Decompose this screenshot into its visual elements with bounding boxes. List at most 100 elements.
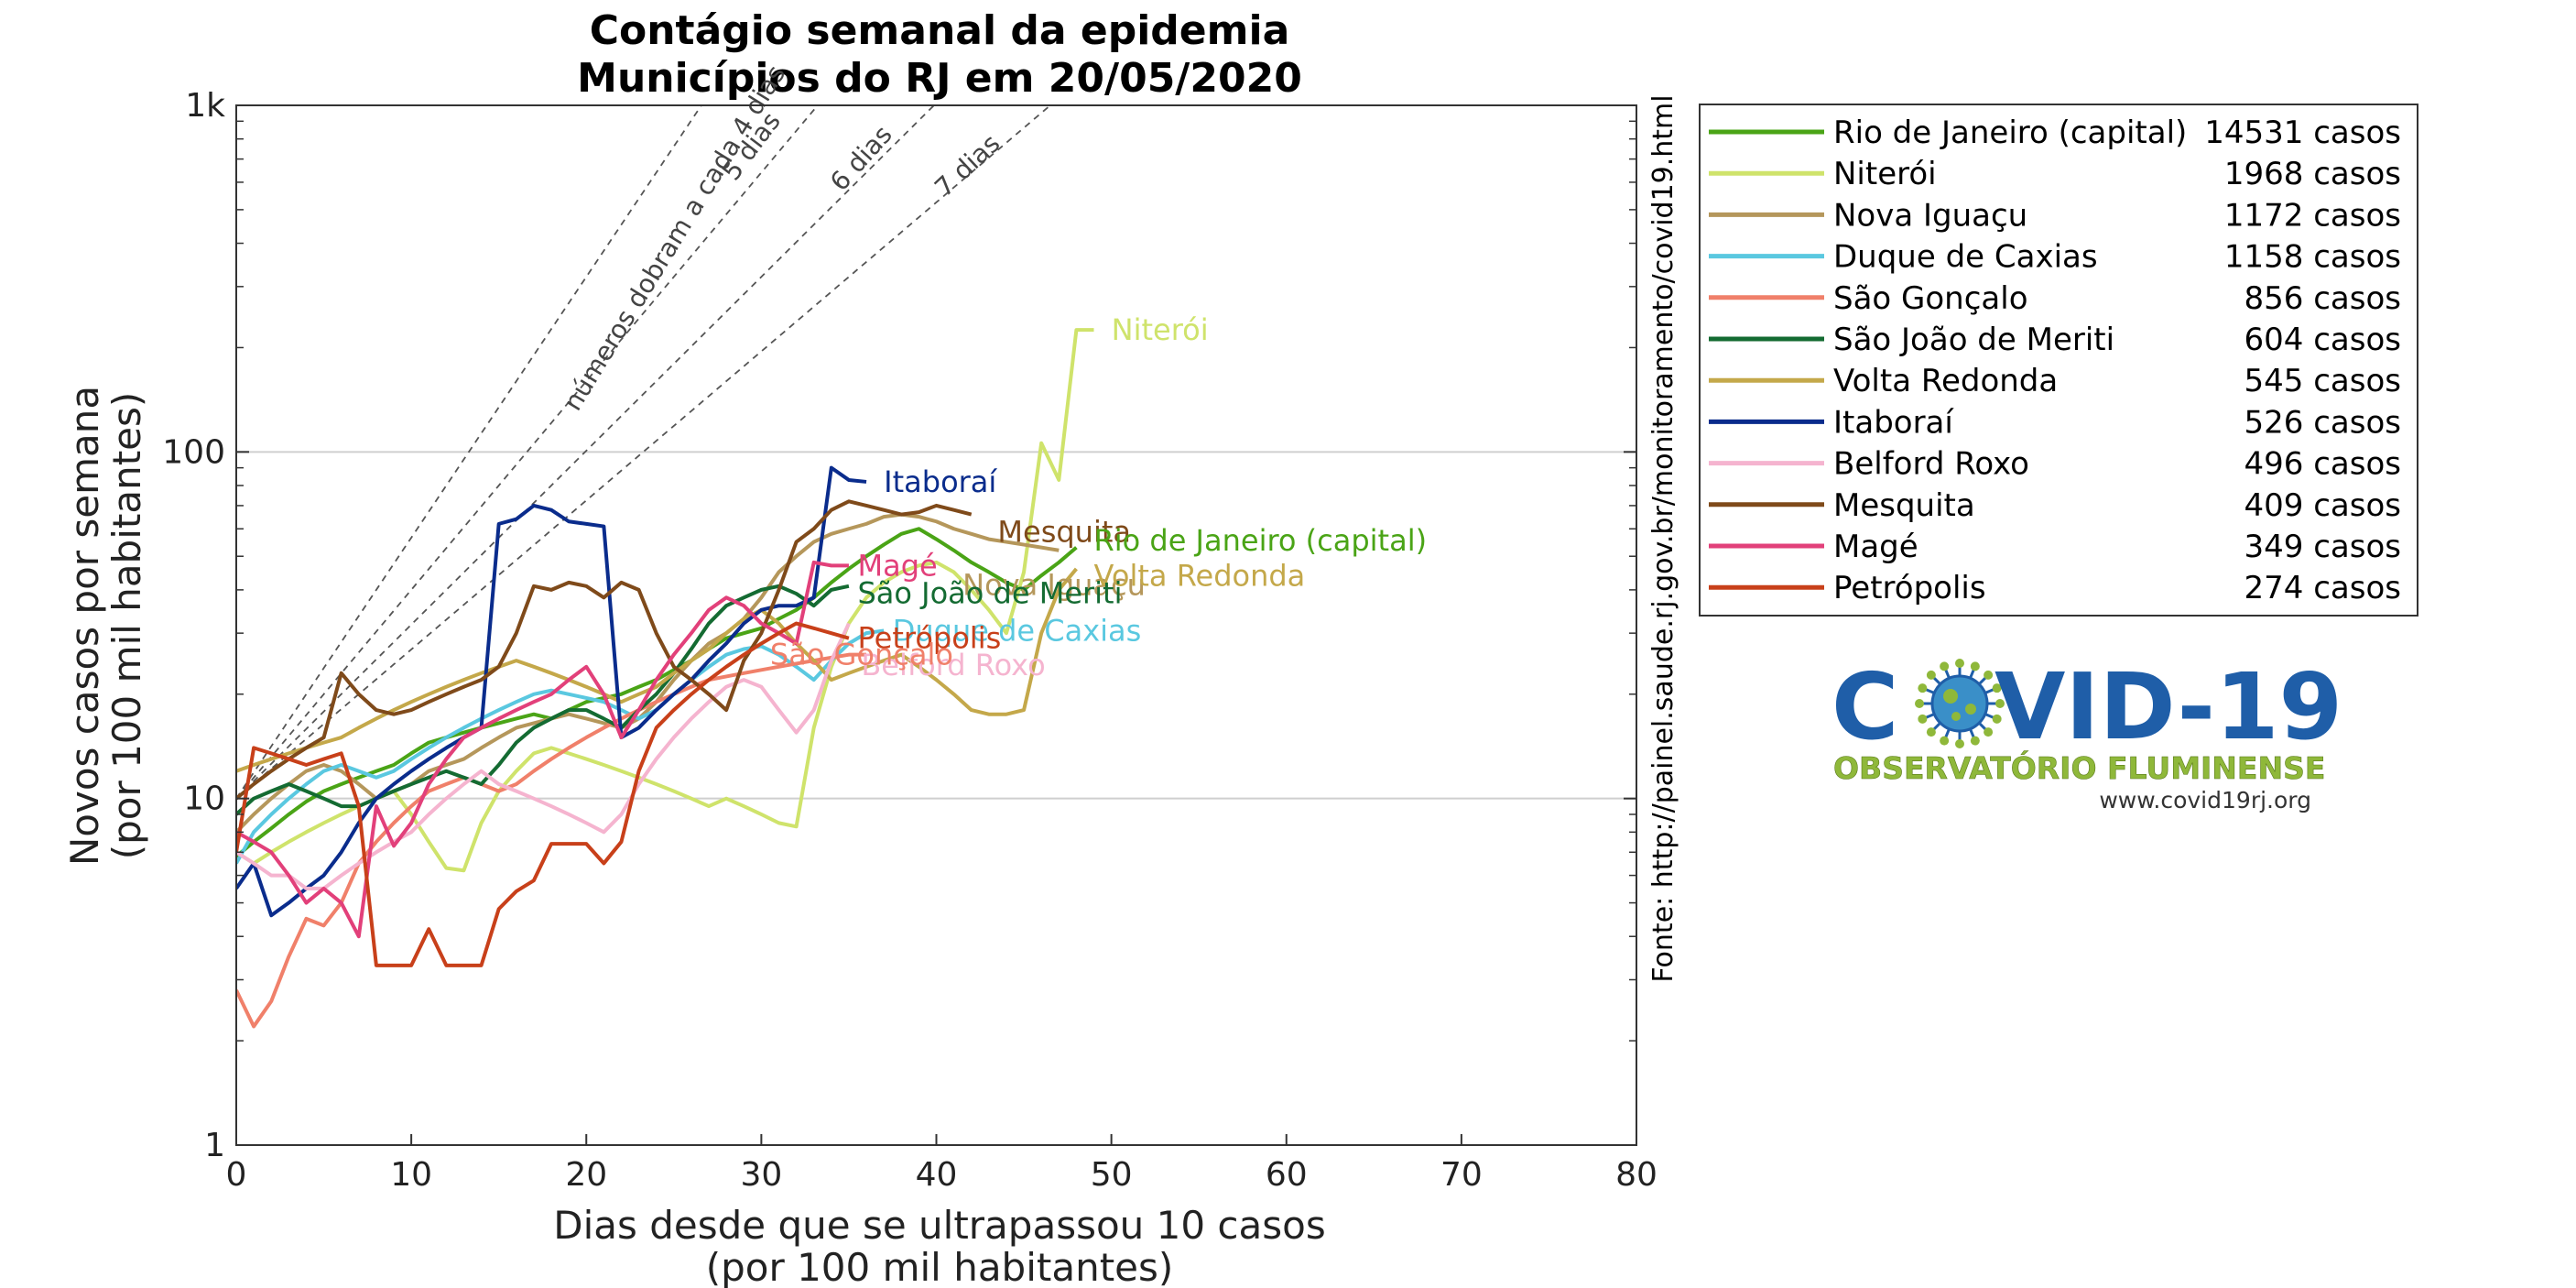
y-tick-label: 1k [185, 87, 225, 125]
virus-spike-tip [1926, 670, 1936, 680]
legend-label: Magé [1833, 529, 1918, 565]
legend-cases: 545 casos [2244, 363, 2401, 399]
series-end-label: Belford Roxo [861, 648, 1045, 682]
logo-subtitle: OBSERVATÓRIO FLUMINENSE [1833, 749, 2325, 786]
series-line [236, 621, 850, 967]
legend-cases: 496 casos [2244, 446, 2401, 483]
legend: Rio de Janeiro (capital) 14531 casos Niter… [1699, 104, 2418, 617]
x-tick-label: 80 [1615, 1156, 1658, 1194]
x-tick-label: 30 [740, 1156, 782, 1194]
series-line [236, 567, 1078, 773]
legend-cases: 349 casos [2244, 529, 2401, 565]
plot-background [236, 105, 1636, 1145]
series-line [236, 622, 851, 890]
legend-cases: 526 casos [2244, 404, 2401, 441]
legend-cases: 1158 casos [2224, 239, 2401, 276]
virus-icon [1915, 659, 2005, 748]
x-ticks: 0 10 20 30 40 50 60 70 80 [226, 1134, 1658, 1194]
virus-spike-tip [1970, 736, 1980, 746]
series-line [236, 499, 973, 801]
y-tick-label: 100 [162, 433, 225, 471]
series-line [236, 560, 849, 939]
x-tick-label: 70 [1440, 1156, 1483, 1194]
legend-cases: 409 casos [2244, 487, 2401, 524]
legend-box [1699, 104, 2418, 617]
legend-cases: 604 casos [2244, 322, 2401, 358]
virus-spike-tip [1918, 714, 1928, 724]
legend-cases: 1172 casos [2224, 197, 2401, 234]
virus-spike-tip [1984, 727, 1994, 737]
series-lines [236, 328, 1094, 1029]
legend-label: Duque de Caxias [1833, 239, 2098, 276]
legend-label: Belford Roxo [1833, 446, 2029, 483]
series-line [236, 584, 850, 816]
series-end-label: Nova Iguaçu [962, 568, 1146, 603]
series-line [236, 465, 867, 918]
reference-lines [236, 105, 1051, 800]
x-tick-label: 50 [1091, 1156, 1133, 1194]
series-end-label: Magé [857, 548, 937, 583]
series-end-label: Itaboraí [884, 464, 997, 499]
legend-label: Petrópolis [1833, 570, 1986, 606]
legend-label: São Gonçalo [1833, 280, 2028, 317]
reference-line [236, 105, 935, 800]
y-tick-label: 10 [183, 780, 225, 818]
virus-spike-tip [1992, 714, 2002, 724]
legend-cases: 1968 casos [2224, 156, 2401, 192]
chart-subtitle: Municípios do RJ em 20/05/2020 [577, 55, 1302, 102]
virus-spike-tip [1918, 683, 1928, 693]
virus-spike-tip [1915, 699, 1924, 708]
legend-cases: 274 casos [2244, 570, 2401, 606]
covid19-logo: C VID-19 OBSERVATÓRIO FLUMINENSE www.cov… [1831, 653, 2342, 813]
legend-label: Mesquita [1833, 487, 1975, 524]
reference-line [236, 105, 702, 800]
series-end-label: Petrópolis [857, 621, 1001, 656]
x-tick-label: 60 [1266, 1156, 1308, 1194]
y-axis-label-units: (por 100 mil habitantes) [104, 392, 149, 860]
legend-label: Niterói [1833, 156, 1937, 192]
legend-label: São João de Meriti [1833, 322, 2114, 358]
legend-label: Volta Redonda [1833, 363, 2058, 399]
x-tick-label: 20 [565, 1156, 607, 1194]
legend-label: Rio de Janeiro (capital) [1833, 115, 2187, 151]
series-end-label: São João de Meriti [857, 575, 1122, 610]
series-end-label: Duque de Caxias [893, 613, 1142, 648]
reference-line [236, 105, 819, 800]
virus-spike-tip [1926, 727, 1936, 737]
y-axis-label: Novos casos por semana [62, 386, 107, 866]
legend-label: Nova Iguaçu [1833, 197, 2027, 234]
logo-url: www.covid19rj.org [2099, 787, 2311, 813]
virus-spike-tip [1970, 661, 1980, 671]
source-text: Fonte: http://painel.saude.rj.gov.br/mon… [1647, 94, 1679, 982]
series-end-label: São Gonçalo [770, 638, 953, 672]
series-end-label: Rio de Janeiro (capital) [1094, 523, 1428, 558]
y-tick-label: 1 [204, 1127, 225, 1164]
series-end-label: Niterói [1112, 312, 1209, 347]
legend-cases: 856 casos [2244, 280, 2401, 317]
series-line [236, 512, 1060, 834]
x-tick-label: 40 [916, 1156, 958, 1194]
reference-line [236, 105, 1051, 800]
y-ticks: 1 10 100 1k [162, 87, 1636, 1164]
virus-spike-tip [1940, 736, 1950, 746]
virus-spike-tip [1940, 661, 1950, 671]
legend-items: Rio de Janeiro (capital) 14531 casos Niter… [1709, 115, 2401, 606]
x-tick-label: 10 [390, 1156, 432, 1194]
virus-spike-tip [1955, 739, 1964, 748]
x-axis-label: Dias desde que se ultrapassou 10 casos [553, 1203, 1325, 1248]
chart-title: Contágio semanal da epidemia [590, 7, 1290, 54]
legend-cases: 14531 casos [2204, 115, 2401, 151]
virus-spike-tip [1984, 670, 1994, 680]
x-tick-label: 0 [226, 1156, 247, 1194]
series-end-label: Mesquita [997, 515, 1131, 550]
legend-label: Itaboraí [1833, 404, 1954, 441]
virus-spike-tip [1992, 683, 2002, 693]
virus-spike-tip [1955, 659, 1964, 668]
virus-spike-tip [1995, 699, 2005, 708]
logo-title-rest: VID-19 [1994, 653, 2342, 760]
x-axis-label-units: (por 100 mil habitantes) [706, 1245, 1174, 1288]
series-end-label: Volta Redonda [1094, 558, 1306, 593]
logo-title-c: C [1831, 653, 1898, 760]
